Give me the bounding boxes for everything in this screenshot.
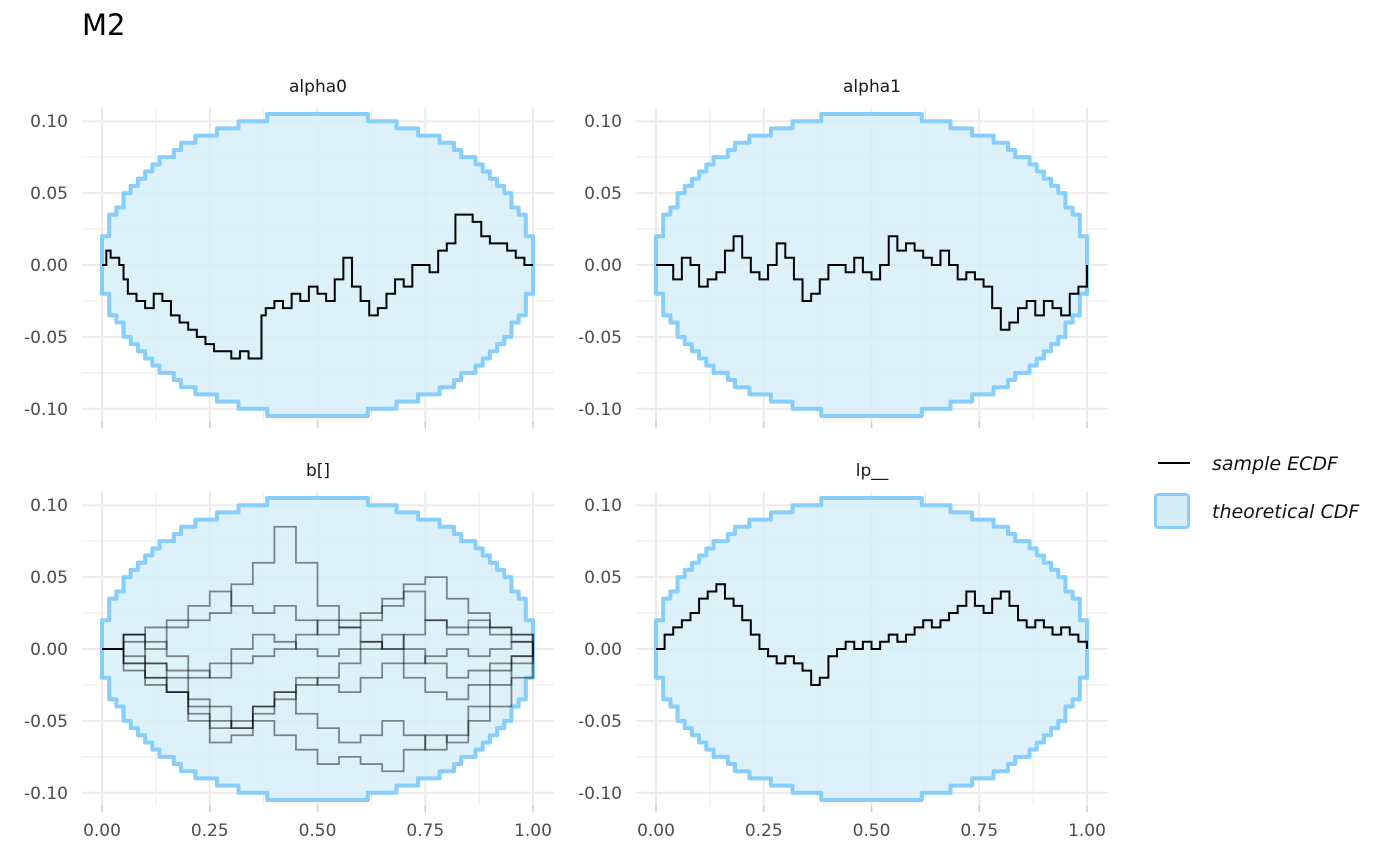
figure-title: M2 (82, 8, 126, 42)
y-tick-label: 0.05 (30, 568, 68, 588)
legend-item-sample-ecdf: sample ECDF (1152, 440, 1359, 488)
y-tick-label: 0.10 (584, 112, 622, 132)
y-tick-label: 0.00 (584, 256, 622, 276)
x-tick-label: 0.00 (637, 821, 675, 841)
y-tick-label: 0.00 (30, 256, 68, 276)
legend-label-sample-ecdf: sample ECDF (1212, 453, 1338, 475)
panel-3: lp__ -0.10 -0.05 0.00 0.05 0.10 0.00 0.25 0.50 0.… (578, 461, 1108, 841)
legend-fill-icon (1152, 491, 1194, 533)
panel-title: alpha1 (843, 77, 901, 97)
x-tick-label: 1.00 (514, 821, 552, 841)
x-tick-label: 0.75 (406, 821, 444, 841)
sample-ecdf-series-2 (102, 640, 534, 773)
panel-title: alpha0 (289, 77, 347, 97)
sample-ecdf-series-5 (102, 648, 534, 729)
theoretical-cdf-band (100, 496, 535, 802)
x-tick-label: 0.75 (960, 821, 998, 841)
y-tick-label: 0.05 (584, 568, 622, 588)
x-tick-label: 0.00 (83, 821, 121, 841)
sample-ecdf-series-0 (656, 235, 1088, 331)
y-tick-label: -0.10 (24, 784, 68, 804)
theoretical-cdf-band (100, 112, 535, 418)
y-tick-label: 0.10 (584, 496, 622, 516)
x-tick-label: 0.50 (299, 821, 337, 841)
legend-item-theoretical-cdf: theoretical CDF (1152, 488, 1359, 536)
sample-ecdf-series-0 (656, 583, 1088, 686)
y-tick-label: -0.10 (24, 400, 68, 420)
panel-0: alpha0 -0.10 -0.05 0.00 0.05 0.10 (24, 77, 554, 428)
y-tick-label: -0.10 (578, 400, 622, 420)
sample-ecdf-series-3 (102, 576, 534, 650)
y-tick-label: 0.00 (30, 640, 68, 660)
sample-ecdf-series-4 (102, 633, 534, 679)
sample-ecdf-series-0 (102, 213, 533, 360)
sample-ecdf-series-6 (102, 619, 534, 679)
y-tick-label: -0.10 (578, 784, 622, 804)
legend-label-theoretical-cdf: theoretical CDF (1212, 501, 1360, 523)
legend: sample ECDF theoretical CDF (1152, 440, 1359, 536)
x-tick-label: 0.25 (191, 821, 229, 841)
panel-1: alpha1 -0.10 -0.05 0.00 0.05 0.10 (578, 77, 1108, 428)
x-tick-label: 0.50 (853, 821, 891, 841)
y-tick-label: 0.05 (584, 184, 622, 204)
chart-area: alpha0 -0.10 -0.05 0.00 0.05 0.10 alpha1 -0.10 -… (24, 77, 1108, 841)
y-tick-label: -0.05 (578, 328, 622, 348)
legend-line-icon (1152, 443, 1194, 485)
panel-title: lp__ (856, 461, 889, 481)
theoretical-cdf-band (654, 112, 1089, 418)
x-tick-label: 1.00 (1068, 821, 1106, 841)
y-tick-label: -0.05 (578, 712, 622, 732)
panel-title: b[] (306, 461, 330, 481)
y-tick-label: 0.00 (584, 640, 622, 660)
y-tick-label: -0.05 (24, 328, 68, 348)
sample-ecdf-series-0 (102, 525, 534, 650)
sample-ecdf-series-1 (102, 648, 534, 751)
sample-ecdf-series-7 (102, 633, 534, 729)
x-tick-label: 0.25 (745, 821, 783, 841)
y-tick-label: -0.05 (24, 712, 68, 732)
y-tick-label: 0.05 (30, 184, 68, 204)
panel-2: b[] -0.10 -0.05 0.00 0.05 0.10 0.00 0.25 0.50 0.7… (24, 461, 554, 841)
y-tick-label: 0.10 (30, 112, 68, 132)
y-tick-label: 0.10 (30, 496, 68, 516)
